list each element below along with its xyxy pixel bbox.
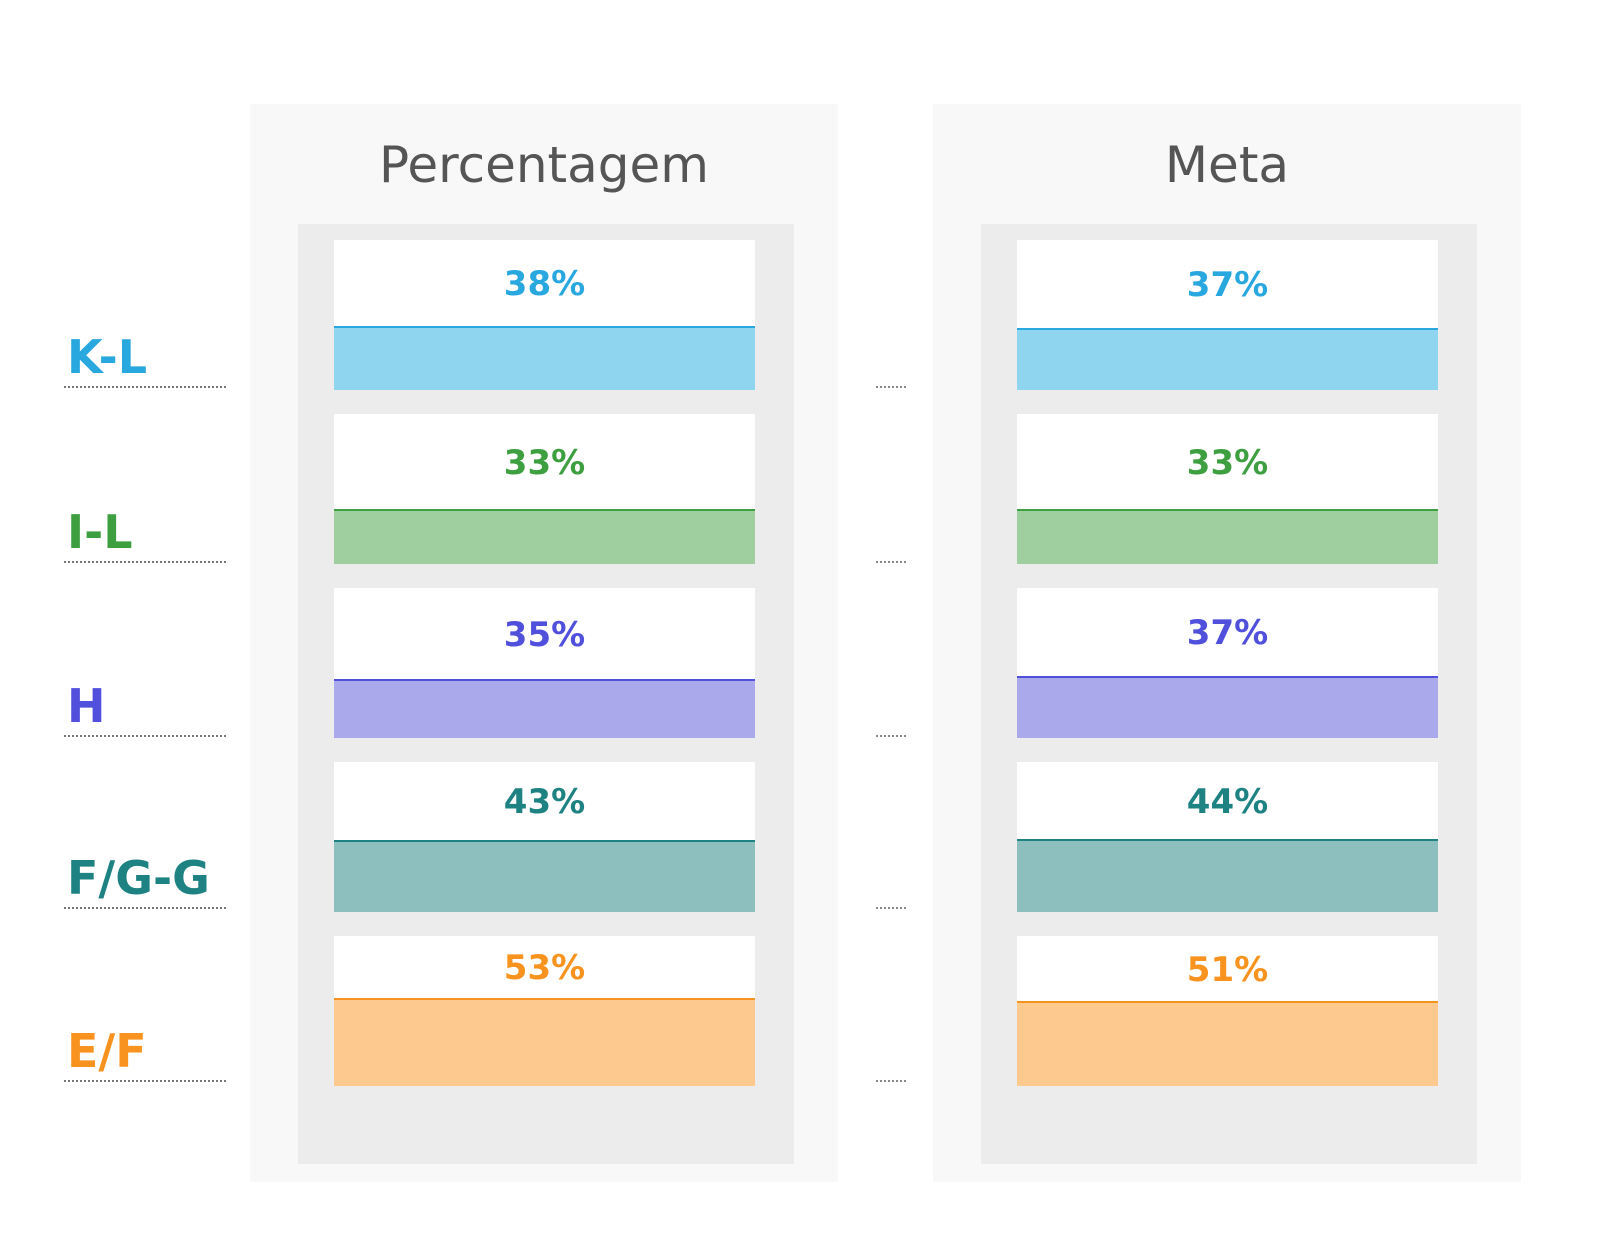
value-label: 51%: [1186, 950, 1269, 990]
category-label: K-L: [67, 330, 148, 384]
category-guide-line: [64, 561, 226, 563]
category-guide-line: [64, 735, 226, 737]
bar-card: 53%: [334, 936, 755, 1086]
bar-card: 51%: [1017, 936, 1438, 1086]
bar-card: 33%: [334, 414, 755, 564]
panel-percentagem: Percentagem 38% 33% 35% 43% 53%: [250, 104, 838, 1182]
category-guide-line: [64, 907, 226, 909]
bar: [1017, 328, 1438, 390]
category-label: E/F: [67, 1024, 147, 1078]
connector-dots: [876, 386, 906, 388]
bar: [334, 840, 755, 912]
bar: [1017, 676, 1438, 738]
category-label: I-L: [67, 505, 133, 559]
bar-card: 44%: [1017, 762, 1438, 912]
bar-card: 38%: [334, 240, 755, 390]
bar-card: 43%: [334, 762, 755, 912]
connector-dots: [876, 561, 906, 563]
category-label: H: [67, 679, 106, 733]
value-label: 43%: [503, 782, 586, 822]
bar: [334, 326, 755, 390]
bar: [1017, 1001, 1438, 1086]
category-guide-line: [64, 1080, 226, 1082]
value-label: 37%: [1186, 265, 1269, 305]
connector-dots: [876, 907, 906, 909]
bar: [1017, 839, 1438, 912]
bar-card: 33%: [1017, 414, 1438, 564]
bar-card: 35%: [334, 588, 755, 738]
category-label: F/G-G: [67, 851, 210, 905]
bar: [1017, 509, 1438, 564]
panel-inner-percentagem: 38% 33% 35% 43% 53%: [298, 224, 794, 1164]
value-label: 33%: [503, 443, 586, 483]
panel-title-percentagem: Percentagem: [379, 136, 709, 194]
value-label: 37%: [1186, 613, 1269, 653]
bar-card: 37%: [1017, 240, 1438, 390]
panel-meta: Meta 37% 33% 37% 44% 51%: [933, 104, 1521, 1182]
value-label: 35%: [503, 615, 586, 655]
panel-title-meta: Meta: [1164, 136, 1290, 194]
value-label: 53%: [503, 948, 586, 988]
category-guide-line: [64, 386, 226, 388]
connector-dots: [876, 735, 906, 737]
value-label: 38%: [503, 264, 586, 304]
panel-inner-meta: 37% 33% 37% 44% 51%: [981, 224, 1477, 1164]
bar: [334, 509, 755, 564]
value-label: 44%: [1186, 782, 1269, 822]
bar-card: 37%: [1017, 588, 1438, 738]
bar: [334, 679, 755, 738]
value-label: 33%: [1186, 443, 1269, 483]
connector-dots: [876, 1080, 906, 1082]
bar: [334, 998, 755, 1086]
